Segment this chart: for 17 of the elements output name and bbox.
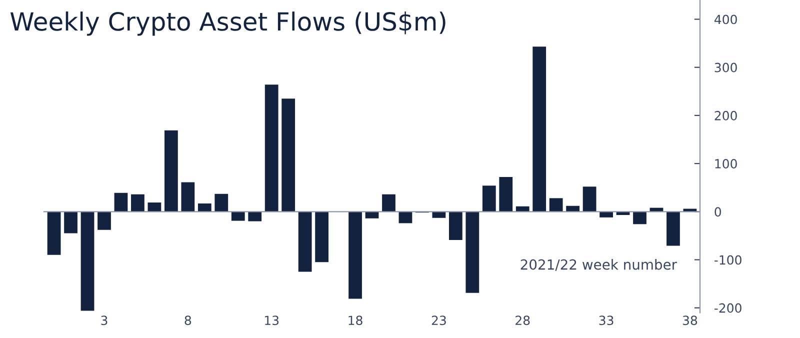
y-tick-label: 300 xyxy=(714,62,737,72)
annotation: 2021/22 week number xyxy=(520,259,678,271)
x-tick-label: 8 xyxy=(184,316,192,326)
chart-title: Weekly Crypto Asset Flows (US$m) xyxy=(10,12,446,36)
x-tick-label: 3 xyxy=(101,316,108,326)
x-tick-label: 23 xyxy=(432,316,446,326)
x-tick-label: 13 xyxy=(265,316,279,326)
y-tick-label: 400 xyxy=(714,14,737,24)
x-tick-label: 33 xyxy=(599,316,614,326)
y-tick-label: 200 xyxy=(714,110,737,120)
x-tick-label: 18 xyxy=(348,316,362,326)
x-tick-label: 28 xyxy=(516,316,530,326)
y-tick-label: -100 xyxy=(714,255,742,265)
y-tick-label: 0 xyxy=(714,207,722,217)
x-tick-label: 38 xyxy=(682,316,698,326)
y-tick-label: -200 xyxy=(714,303,742,313)
y-tick-label: 100 xyxy=(715,159,737,168)
